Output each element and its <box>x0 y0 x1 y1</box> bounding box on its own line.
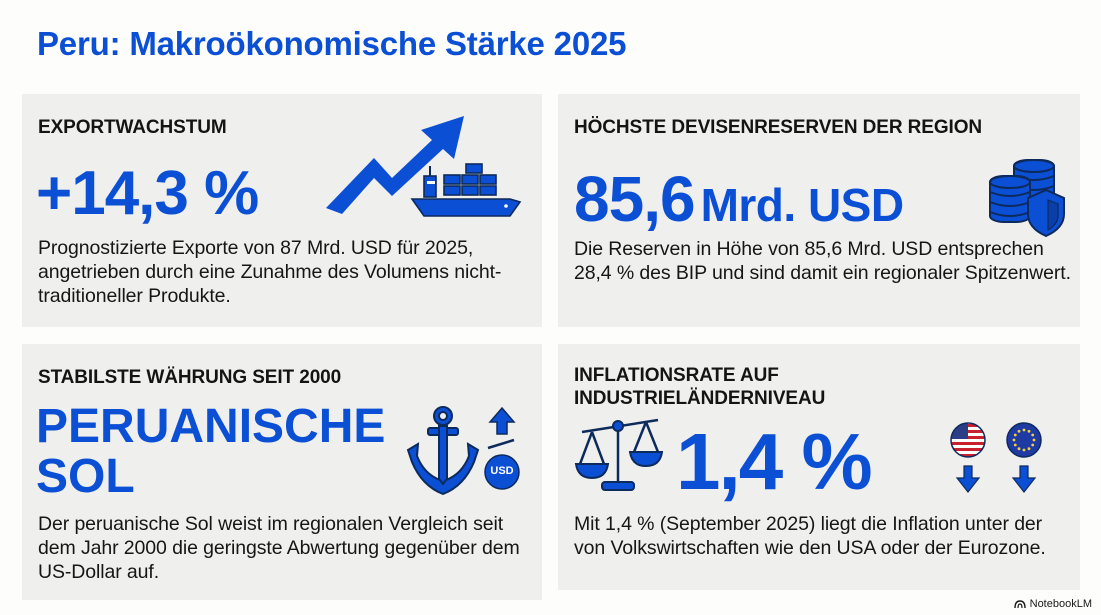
currency-name-line1: PERUANISCHE <box>36 400 386 453</box>
reserves-number: 85,6 <box>574 163 696 235</box>
card-heading: HÖCHSTE DEVISENRESERVEN DER REGION <box>574 117 982 138</box>
card-heading: INFLATIONSRATE AUF INDUSTRIELÄNDERNIVEAU <box>574 364 825 410</box>
notebooklm-brand: NotebookLM <box>1013 598 1092 610</box>
export-growth-description: Prognostizierte Exporte von 87 Mrd. USD … <box>38 237 502 307</box>
page-title: Peru: Makroökonomische Stärke 2025 <box>37 25 627 62</box>
coin-stacks-shield-icon <box>989 159 1065 238</box>
anchor-icon <box>406 406 480 496</box>
currency-description: Der peruanische Sol weist im regionalen … <box>38 513 520 583</box>
reserves-unit: Mrd. USD <box>700 179 905 231</box>
eu-flag-icon <box>1006 422 1042 458</box>
us-flag-icon <box>951 423 985 457</box>
export-growth-card: EXPORTWACHSTUM +14,3 % Prognostizierte E… <box>22 94 542 327</box>
container-ship-icon <box>410 163 522 217</box>
balance-scale-icon <box>574 418 664 491</box>
down-arrow-icon <box>955 465 981 493</box>
card-heading: EXPORTWACHSTUM <box>38 117 227 138</box>
trend-up-arrow-icon <box>326 116 464 214</box>
export-growth-value: +14,3 % <box>36 159 259 228</box>
down-arrow-icon <box>1011 465 1037 493</box>
currency-name: PERUANISCHE SOL <box>36 402 385 502</box>
flag-icons-group <box>950 422 1042 493</box>
card-heading-line1: INFLATIONSRATE AUF <box>574 365 779 386</box>
reserves-value: 85,6 Mrd. USD <box>574 162 904 236</box>
currency-name-line2: SOL <box>36 450 135 503</box>
card-heading: STABILSTE WÄHRUNG SEIT 2000 <box>38 367 342 388</box>
brand-label: NotebookLM <box>1029 598 1092 610</box>
inflation-card: INFLATIONSRATE AUF INDUSTRIELÄNDERNIVEAU… <box>558 344 1080 590</box>
usd-badge: USD <box>490 465 514 477</box>
notebooklm-logo-icon <box>1013 600 1026 609</box>
inflation-value: 1,4 % <box>676 417 873 506</box>
stable-currency-card: STABILSTE WÄHRUNG SEIT 2000 PERUANISCHE … <box>22 344 542 600</box>
reserves-description: Die Reserven in Höhe von 85,6 Mrd. USD e… <box>574 238 1071 284</box>
foreign-reserves-card: HÖCHSTE DEVISENRESERVEN DER REGION 85,6 M… <box>558 94 1080 327</box>
usd-arrow-up-icon <box>484 406 520 490</box>
card-heading-line2: INDUSTRIELÄNDERNIVEAU <box>574 388 826 409</box>
inflation-description: Mit 1,4 % (September 2025) liegt die Inf… <box>574 513 1046 559</box>
